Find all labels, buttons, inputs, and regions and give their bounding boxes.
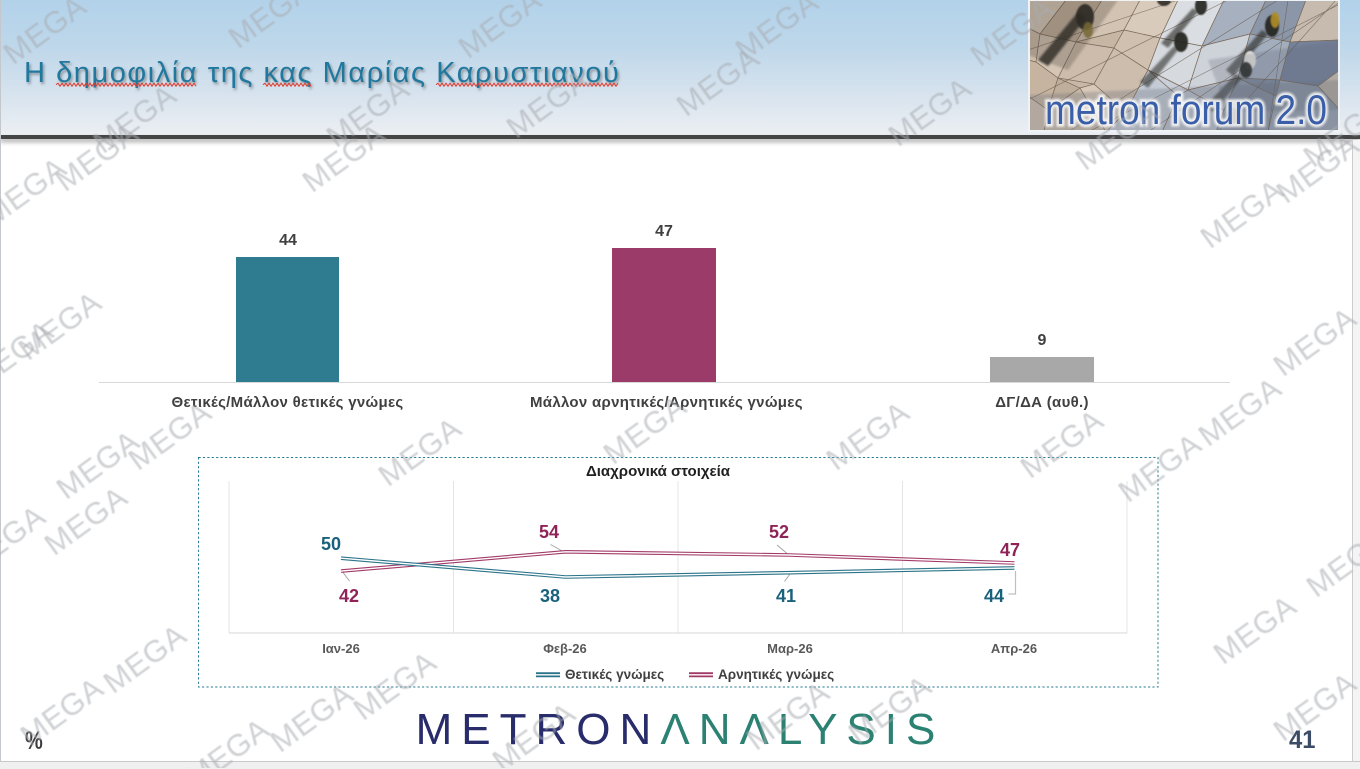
svg-text:metron forum 2.0: metron forum 2.0 — [1045, 86, 1327, 132]
svg-text:metron forum 2.0: metron forum 2.0 — [1045, 86, 1327, 132]
